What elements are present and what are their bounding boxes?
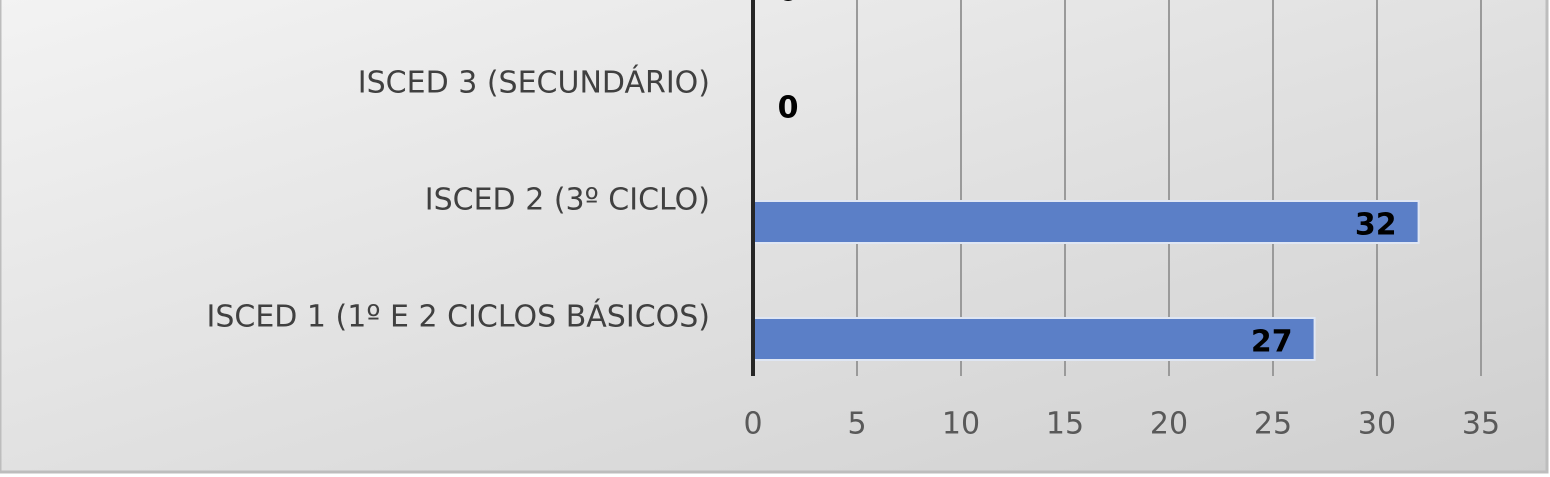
x-tick-label: 0 xyxy=(743,407,762,442)
x-tick-label: 30 xyxy=(1358,407,1396,442)
bar xyxy=(752,317,1316,361)
y-tick-label: ISCED 1 (1º E 2 CICLOS BÁSICOS) xyxy=(206,299,710,335)
x-tick-label: 35 xyxy=(1462,407,1500,442)
x-tick-label: 10 xyxy=(942,407,980,442)
data-label: 32 xyxy=(1355,208,1397,243)
x-tick-label: 15 xyxy=(1046,407,1084,442)
data-label: 0 xyxy=(778,0,799,9)
x-tick-label: 25 xyxy=(1254,407,1292,442)
x-tick-label: 20 xyxy=(1150,407,1188,442)
y-tick-label: ISCED 2 (3º CICLO) xyxy=(425,183,710,218)
bar xyxy=(752,200,1420,244)
data-label: 0 xyxy=(778,91,799,126)
x-tick-label: 5 xyxy=(847,407,866,442)
data-label: 27 xyxy=(1251,325,1293,360)
y-tick-label: ISCED 3 (SECUNDÁRIO) xyxy=(358,65,710,101)
